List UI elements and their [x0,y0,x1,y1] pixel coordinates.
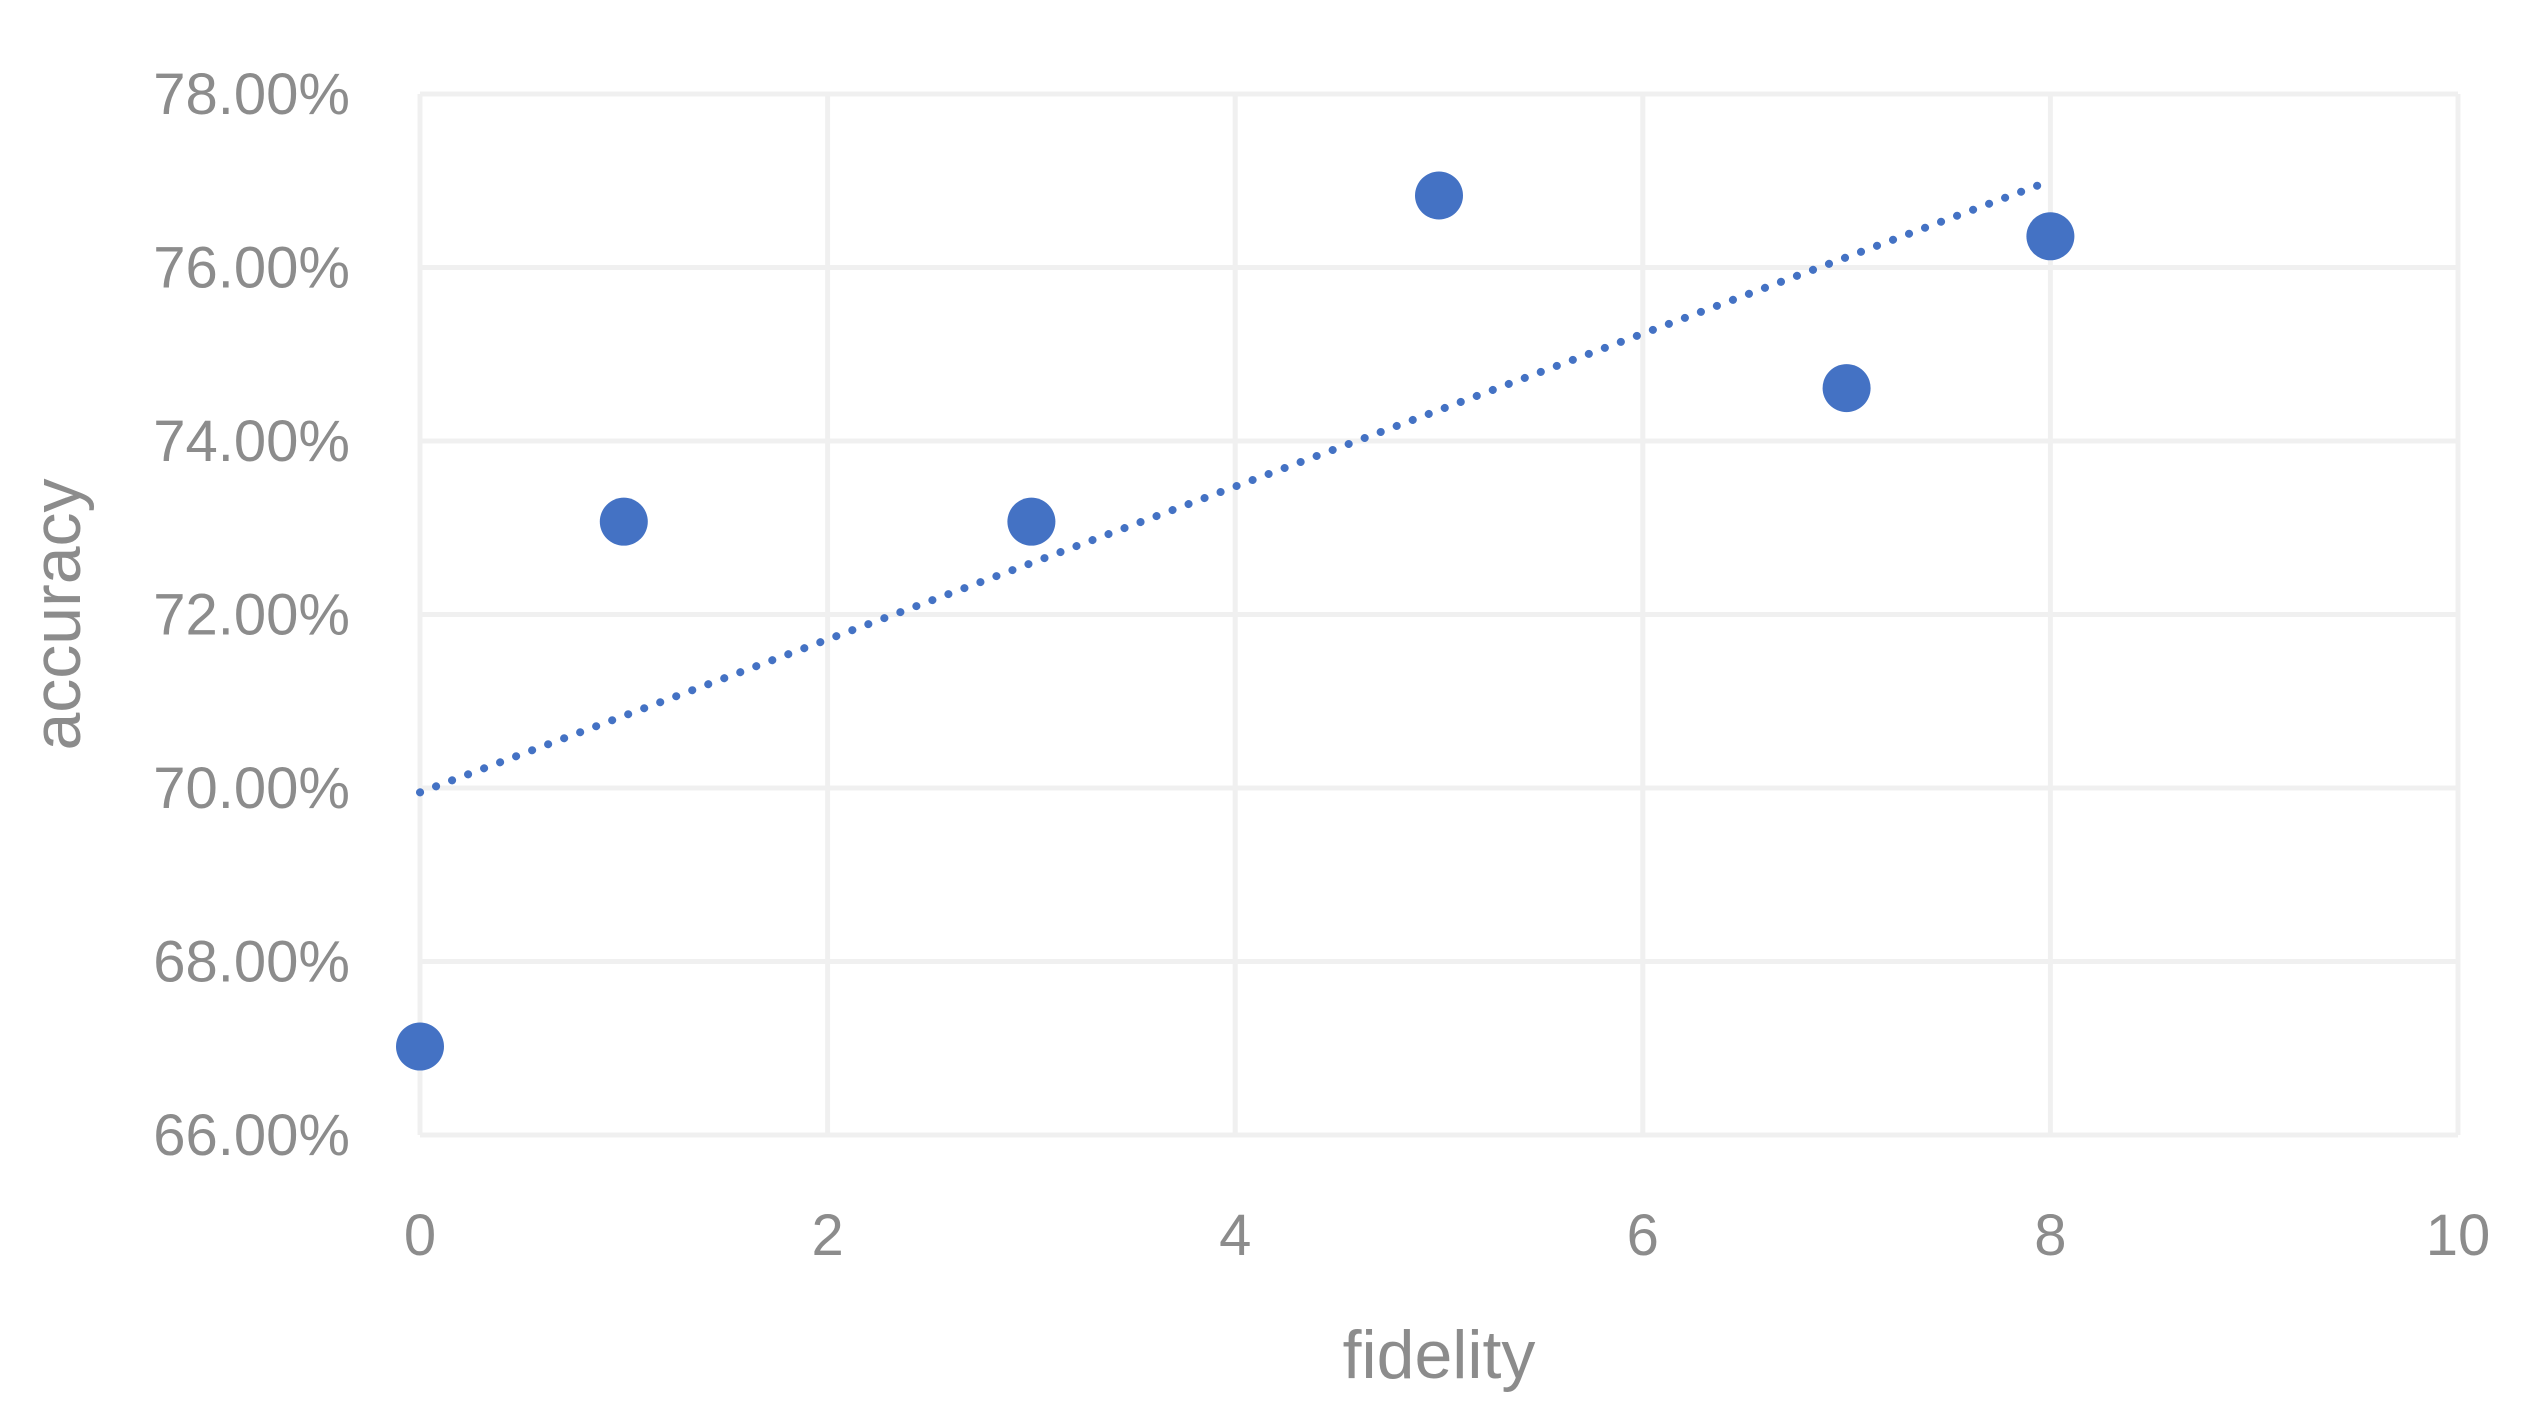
data-point-5 [2026,212,2075,261]
gridlines [417,91,2461,1138]
x-axis-tick-labels: 0 2 4 6 8 10 [404,1203,2490,1268]
data-point-0 [396,1022,444,1071]
y-tick-label-1: 68.00% [153,930,350,995]
y-tick-label-3: 72.00% [153,583,350,648]
x-tick-label-0: 0 [404,1203,436,1268]
data-point-4 [1822,364,1871,413]
data-points [396,171,2075,1071]
y-tick-label-0: 66.00% [153,1103,350,1168]
x-axis-title: fidelity [1343,1317,1536,1393]
x-tick-label-2: 4 [1219,1203,1251,1268]
y-tick-label-4: 74.00% [153,409,350,474]
y-axis-tick-labels: 66.00% 68.00% 70.00% 72.00% 74.00% 76.00% 78.0… [153,62,350,1168]
y-tick-label-6: 78.00% [153,62,350,127]
x-tick-label-1: 2 [811,1203,843,1268]
y-tick-label-2: 70.00% [153,756,350,821]
x-tick-label-5: 10 [2426,1203,2491,1268]
data-point-3 [1415,171,1463,220]
y-tick-label-5: 76.00% [153,236,350,301]
x-tick-label-3: 6 [1627,1203,1659,1268]
x-tick-label-4: 8 [2034,1203,2066,1268]
trendline-group [416,176,2055,797]
y-axis-title: accuracy [19,478,95,750]
trendline [416,176,2055,797]
data-point-1 [599,497,648,546]
data-point-2 [1007,497,1056,546]
